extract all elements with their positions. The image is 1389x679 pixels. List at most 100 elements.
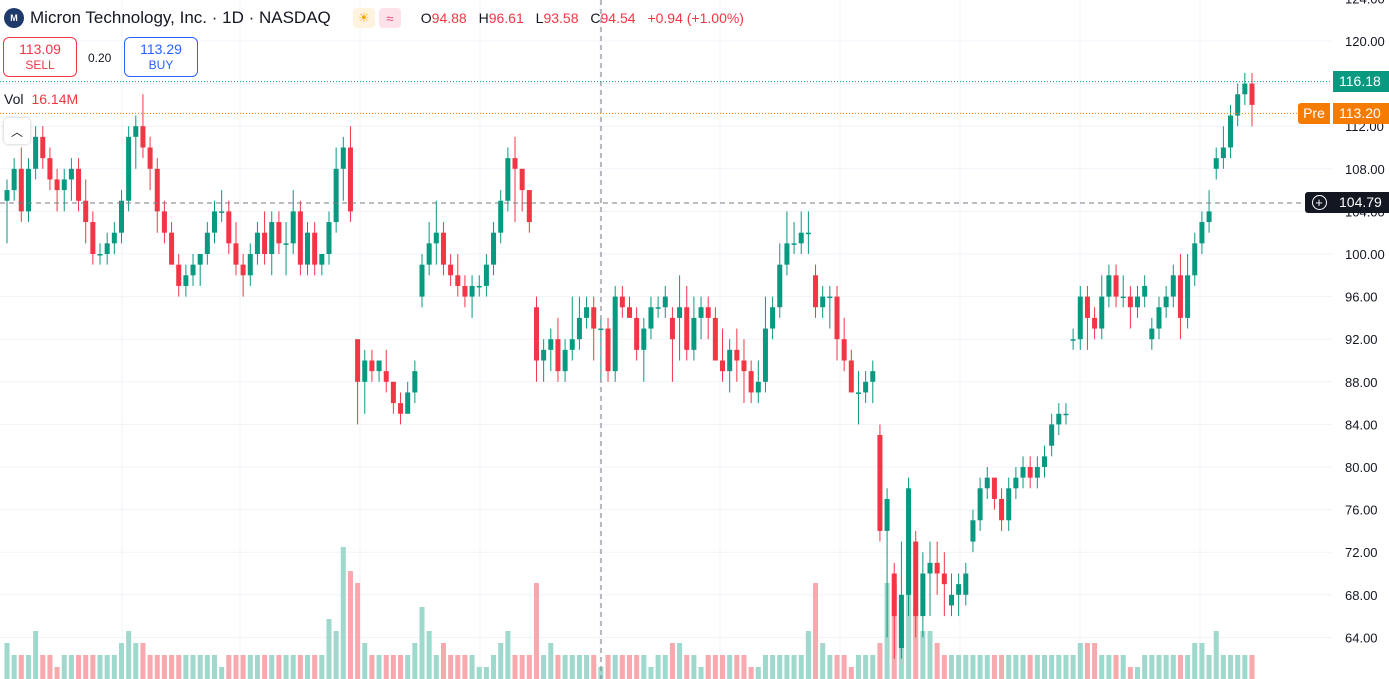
volume-bar xyxy=(4,643,10,679)
volume-bar xyxy=(305,655,311,679)
volume-bar xyxy=(1135,667,1141,679)
sell-button[interactable]: 113.09 SELL xyxy=(3,37,77,77)
volume-bar xyxy=(619,655,625,679)
volume-bar xyxy=(33,631,39,679)
candle-body xyxy=(61,179,67,191)
volume-bar xyxy=(934,643,940,679)
volume-bar xyxy=(362,643,368,679)
volume-bar xyxy=(727,655,733,679)
candle-body xyxy=(1192,243,1198,276)
add-alert-button[interactable]: + xyxy=(1305,192,1333,213)
candle-body xyxy=(927,562,933,574)
volume-bar xyxy=(448,655,454,679)
candle-body xyxy=(219,211,225,213)
volume-bar xyxy=(1242,655,1248,679)
volume-bar xyxy=(1063,655,1069,679)
volume-bar xyxy=(290,655,296,679)
candle-body xyxy=(512,158,518,169)
candle-body xyxy=(1084,296,1090,318)
price-tick-label: 76.00 xyxy=(1345,503,1378,518)
buy-button[interactable]: 113.29 BUY xyxy=(124,37,198,77)
candle-body xyxy=(90,222,96,254)
volume-bar xyxy=(698,667,704,679)
candle-body xyxy=(834,296,840,340)
volume-bar xyxy=(169,655,175,679)
collapse-legend-button[interactable]: ︿ xyxy=(4,118,30,144)
volume-bar xyxy=(190,655,196,679)
candle-body xyxy=(906,488,912,595)
volume-bar xyxy=(226,655,232,679)
candle-body xyxy=(226,211,232,244)
wave-icon[interactable]: ≈ xyxy=(378,8,401,28)
buy-price: 113.29 xyxy=(140,41,182,57)
volume-bar xyxy=(641,655,647,679)
volume-bar xyxy=(90,655,96,679)
volume-bar xyxy=(269,655,275,679)
candle-body xyxy=(720,360,726,372)
candle-body xyxy=(40,136,46,159)
candle-body xyxy=(684,307,690,350)
candle-body xyxy=(1149,328,1155,340)
candle-body xyxy=(469,285,475,297)
volume-bar xyxy=(1206,655,1212,679)
volume-bar xyxy=(655,655,661,679)
candle-body xyxy=(1170,275,1176,297)
candle-body xyxy=(519,168,525,191)
change-value: +0.94 (+1.00%) xyxy=(647,10,744,26)
volume-bar xyxy=(906,583,912,679)
volume-bar xyxy=(40,655,46,679)
candle-body xyxy=(870,371,876,382)
volume-bar xyxy=(469,655,475,679)
candle-body xyxy=(1020,467,1026,478)
candle-body xyxy=(934,562,940,574)
candle-body xyxy=(104,243,110,254)
candle-body xyxy=(1049,424,1055,446)
volume-bar xyxy=(913,607,919,679)
candle-body xyxy=(412,371,418,393)
volume-legend: Vol 16.14M xyxy=(4,91,78,107)
volume-bar xyxy=(147,655,153,679)
micron-logo-icon: M xyxy=(4,8,24,28)
sun-icon[interactable]: ☀ xyxy=(352,8,375,28)
candle-body xyxy=(433,232,439,244)
candle-body xyxy=(777,264,783,308)
volume-bar xyxy=(755,667,761,679)
volume-bar xyxy=(476,667,482,679)
candle-body xyxy=(1235,94,1241,116)
volume-bar xyxy=(691,655,697,679)
candle-body xyxy=(891,573,897,617)
premarket-label: Pre xyxy=(1298,103,1330,124)
candle-body xyxy=(1113,275,1119,297)
volume-bar xyxy=(1056,655,1062,679)
candle-body xyxy=(562,349,568,372)
price-axis[interactable]: 64.00 68.00 72.00 76.00 80.00 84.00 88.00 92.00… xyxy=(1345,0,1385,645)
candle-body xyxy=(791,243,797,245)
volume-bar xyxy=(813,583,819,679)
volume-bar xyxy=(283,655,289,679)
candle-body xyxy=(734,349,740,361)
candle-body xyxy=(820,296,826,308)
volume-bar xyxy=(376,655,382,679)
candle-body xyxy=(276,222,282,244)
volume-bar xyxy=(734,655,740,679)
volume-bar xyxy=(1084,643,1090,679)
volume-bar xyxy=(770,655,776,679)
volume-bar xyxy=(412,643,418,679)
volume-bar xyxy=(254,655,260,679)
candle-body xyxy=(956,584,962,595)
symbol-title[interactable]: Micron Technology, Inc. · 1D · NASDAQ xyxy=(30,8,331,27)
candle-body xyxy=(805,232,811,235)
volume-bar xyxy=(1070,655,1076,679)
candle-body xyxy=(634,317,640,350)
volume-bar xyxy=(333,631,339,679)
candle-body xyxy=(1206,211,1212,223)
volume-bar xyxy=(526,655,532,679)
volume-bar xyxy=(848,667,854,679)
candle-body xyxy=(999,498,1005,521)
candle-body xyxy=(54,179,60,191)
candle-body xyxy=(476,285,482,288)
volume-bar xyxy=(576,655,582,679)
candle-body xyxy=(326,222,332,254)
volume-bar xyxy=(626,655,633,679)
